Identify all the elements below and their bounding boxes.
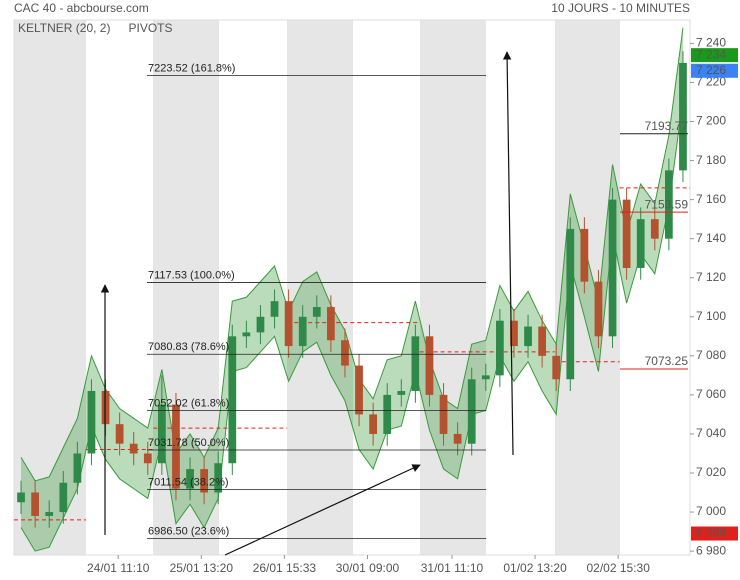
chart-subtitle: 10 JOURS - 10 MINUTES [551, 1, 690, 15]
candle-body [580, 228, 589, 282]
candle-body [453, 433, 462, 444]
candle-body [665, 170, 673, 239]
candle-body [439, 394, 448, 434]
y-tick-label: 7 140 [696, 231, 726, 245]
y-tick-label: 7 160 [696, 192, 726, 206]
day-shade [420, 20, 486, 555]
y-tick-label: 7 220 [696, 75, 726, 89]
candle-body [59, 482, 68, 513]
candle-body [312, 307, 321, 317]
y-tick-label: 7 200 [696, 114, 726, 128]
candle-body [679, 62, 687, 171]
fib-label: 6986.50 (23.6%) [148, 525, 229, 537]
x-tick-label: 01/02 13:20 [503, 561, 567, 575]
candle-body [87, 390, 96, 454]
candle-body [636, 219, 645, 268]
candle-body [566, 228, 575, 380]
fib-label: 7052.02 (61.8%) [148, 397, 229, 409]
x-tick-label: 25/01 13:20 [170, 561, 234, 575]
candle-body [45, 512, 54, 516]
candle-body [200, 469, 208, 493]
candle-body [214, 463, 223, 493]
candle-body [496, 320, 504, 376]
price-badge-label: 6 989 [696, 526, 726, 540]
candle-body [397, 390, 406, 395]
fib-label: 7223.52 (161.8%) [148, 63, 235, 75]
candle-body [510, 320, 518, 347]
candle-body [31, 492, 39, 516]
candle-body [298, 316, 307, 347]
x-tick-label: 24/01 11:10 [87, 561, 150, 575]
y-tick-label: 7 100 [696, 309, 726, 323]
fib-label: 7080.83 (78.6%) [148, 341, 229, 353]
candle-body [481, 375, 490, 380]
plot-frame [13, 19, 691, 556]
pivot-label: 7073.25 [645, 354, 689, 368]
candle-body [355, 365, 363, 415]
legend-entry: PIVOTS [128, 21, 172, 35]
annotation-arrow [224, 464, 421, 556]
day-shade [287, 20, 353, 555]
x-tick-label: 02/02 15:30 [586, 561, 650, 575]
candle-body [129, 443, 138, 454]
y-tick-label: 7 180 [696, 153, 726, 167]
candle-body [270, 301, 279, 317]
annotation-arrow [502, 51, 514, 456]
candle-body [143, 453, 152, 464]
price-badge-label: 7 234 [696, 47, 726, 61]
price-badge-label: 7 226 [696, 63, 726, 77]
candle-body [73, 453, 82, 483]
y-tick-label: 7 020 [696, 465, 726, 479]
candle-body [327, 307, 335, 341]
y-tick-label: 7 120 [696, 270, 726, 284]
y-tick-label: 7 000 [696, 504, 726, 518]
y-tick-label: 6 980 [696, 543, 726, 557]
candle-body [341, 340, 349, 366]
candle-body [228, 336, 237, 464]
candle-body [650, 219, 659, 239]
candle-body [467, 379, 476, 444]
candle-body [538, 326, 546, 356]
candle-body [172, 404, 180, 489]
day-shade [153, 20, 219, 555]
candle-body [369, 414, 377, 434]
candle-body [115, 424, 124, 444]
price-badge [691, 48, 738, 63]
candle-body [284, 301, 293, 347]
candle-body [256, 316, 265, 333]
pivot-label: 7193.77 [645, 119, 689, 133]
y-tick-label: 7 040 [696, 426, 726, 440]
candle-body [594, 281, 603, 337]
pivot-label: 7153.59 [645, 197, 689, 211]
y-tick-label: 7 240 [696, 36, 726, 50]
background [13, 19, 691, 556]
fib-label: 7117.53 (100.0%) [148, 269, 235, 281]
y-tick-label: 7 080 [696, 348, 726, 362]
price-badge [691, 526, 738, 541]
candle-body [608, 199, 617, 337]
candle-body [524, 326, 532, 347]
candle-body [552, 355, 561, 380]
fib-label: 7011.54 (38.2%) [148, 476, 229, 488]
legend-entry: KELTNER (20, 2) [18, 21, 110, 35]
keltner-upper [20, 27, 684, 482]
fib-label: 7031.78 (50.0%) [148, 437, 229, 449]
candle-body [242, 332, 251, 337]
candle-body [383, 394, 392, 434]
candle-body [622, 199, 631, 268]
x-tick-label: 31/01 11:10 [421, 561, 484, 575]
candle-body [158, 404, 166, 464]
x-tick-label: 26/01 15:33 [253, 561, 317, 575]
candle-body [186, 469, 194, 489]
chart-title: CAC 40 - abcbourse.com [14, 1, 149, 15]
x-tick-label: 30/01 09:00 [336, 561, 400, 575]
candle-body [425, 336, 434, 395]
price-badge [691, 63, 738, 78]
candle-body [17, 492, 25, 503]
candle-body [411, 336, 420, 391]
y-tick-label: 7 060 [696, 387, 726, 401]
